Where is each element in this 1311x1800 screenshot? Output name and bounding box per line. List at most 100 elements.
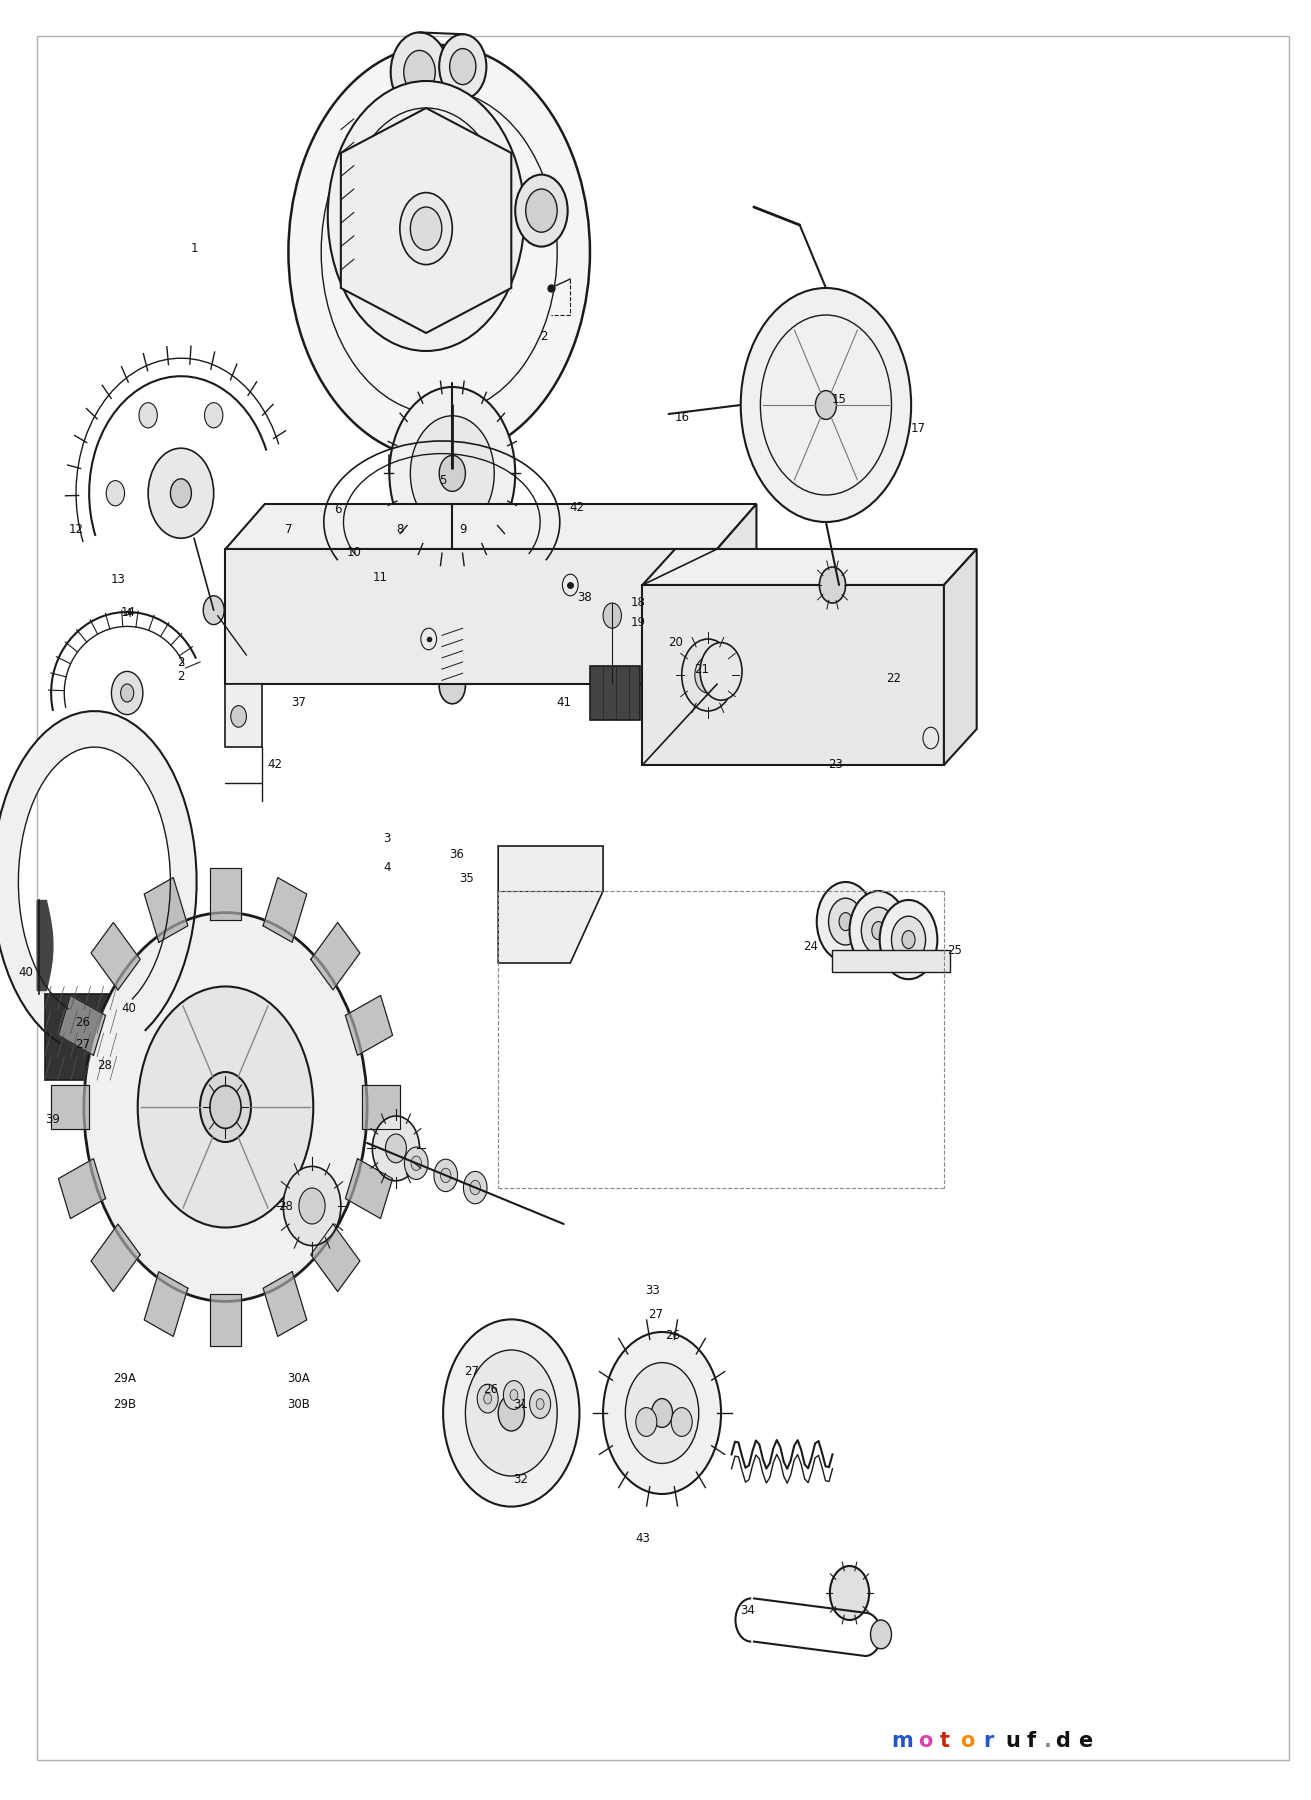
Circle shape [84,913,367,1301]
Text: 26: 26 [665,1328,680,1343]
Polygon shape [90,1224,140,1292]
Circle shape [434,1159,458,1192]
Circle shape [484,1393,492,1404]
Circle shape [442,567,463,596]
Circle shape [695,657,721,693]
Polygon shape [225,504,756,549]
Text: 43: 43 [635,1532,650,1546]
Circle shape [891,916,926,963]
Text: 10: 10 [346,545,362,560]
Text: 4: 4 [125,607,132,621]
Circle shape [210,1085,241,1129]
Text: 27: 27 [75,1037,90,1051]
Circle shape [503,1381,524,1409]
Polygon shape [642,549,977,585]
Circle shape [700,643,742,700]
Text: 29B: 29B [113,1397,136,1411]
Polygon shape [59,995,106,1055]
Polygon shape [311,922,361,990]
Polygon shape [51,1085,89,1129]
Bar [832,950,950,972]
Polygon shape [144,878,187,943]
Circle shape [439,34,486,99]
Circle shape [839,913,852,931]
Text: 24: 24 [802,940,818,954]
Polygon shape [59,1159,106,1219]
Circle shape [389,387,515,560]
Text: o: o [918,1730,932,1751]
Circle shape [819,567,846,603]
Text: 29A: 29A [113,1372,136,1386]
Text: 14: 14 [121,605,136,619]
Text: 40: 40 [18,965,34,979]
Circle shape [830,1566,869,1620]
Text: 11: 11 [372,571,388,585]
Polygon shape [90,922,140,990]
Text: 8: 8 [396,522,404,536]
Text: 7: 7 [284,522,292,536]
Circle shape [603,603,621,628]
Circle shape [214,1091,237,1123]
Circle shape [328,81,524,351]
Text: .: . [1044,1730,1051,1751]
Text: 13: 13 [110,572,126,587]
Circle shape [288,45,590,459]
Circle shape [498,1395,524,1431]
Text: m: m [891,1730,914,1751]
Text: 41: 41 [556,695,572,709]
Circle shape [636,1408,657,1436]
Text: 9: 9 [459,522,467,536]
Circle shape [404,50,435,94]
Polygon shape [144,1271,187,1336]
Text: 34: 34 [739,1604,755,1618]
Circle shape [400,193,452,265]
Circle shape [410,416,494,531]
FancyBboxPatch shape [45,994,117,1080]
Text: 40: 40 [121,1001,136,1015]
Circle shape [625,1363,699,1463]
Bar [225,684,262,747]
Text: 28: 28 [278,1199,294,1213]
Polygon shape [225,549,717,684]
Text: 42: 42 [267,758,283,772]
Text: u: u [1006,1730,1020,1751]
Circle shape [465,1350,557,1476]
Circle shape [464,1172,488,1204]
Circle shape [299,1188,325,1224]
Circle shape [902,931,915,949]
Circle shape [372,1116,420,1181]
Polygon shape [345,1159,392,1219]
Circle shape [121,684,134,702]
Circle shape [671,1408,692,1436]
Circle shape [530,1390,551,1418]
Text: 27: 27 [648,1307,663,1321]
Circle shape [536,1399,544,1409]
Circle shape [817,882,874,961]
Text: 18: 18 [631,596,646,610]
Text: 20: 20 [667,635,683,650]
Text: 39: 39 [45,1112,60,1127]
Text: 30B: 30B [287,1397,311,1411]
Circle shape [201,1073,250,1141]
Circle shape [440,1168,451,1183]
Circle shape [439,455,465,491]
Text: 4: 4 [383,860,391,875]
Circle shape [861,907,895,954]
Polygon shape [264,878,307,943]
Polygon shape [210,1294,241,1346]
Text: 2: 2 [540,329,548,344]
Text: e: e [1078,1730,1092,1751]
Polygon shape [264,1271,307,1336]
Text: 16: 16 [674,410,690,425]
Polygon shape [210,868,241,920]
Text: 6: 6 [334,502,342,517]
Circle shape [405,1147,427,1179]
Circle shape [871,1620,891,1649]
Circle shape [477,1384,498,1413]
Text: 1: 1 [190,241,198,256]
Circle shape [850,891,907,970]
Circle shape [880,900,937,979]
Circle shape [443,1319,579,1507]
Circle shape [815,391,836,419]
Text: 26: 26 [482,1382,498,1397]
